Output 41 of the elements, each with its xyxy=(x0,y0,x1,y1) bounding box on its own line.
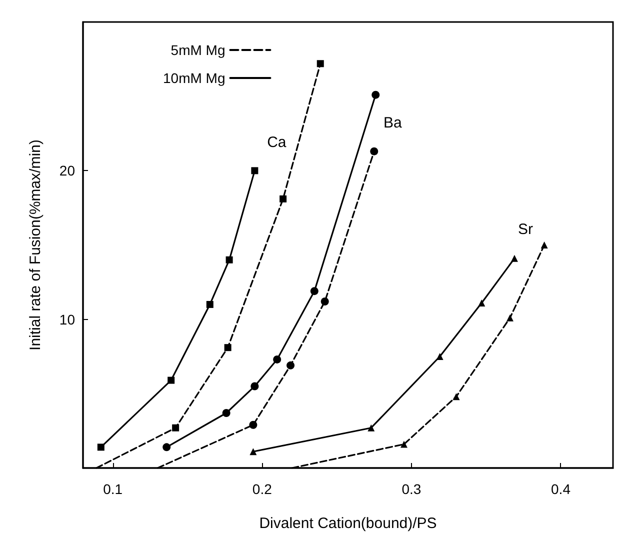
point xyxy=(224,344,232,352)
point xyxy=(320,297,329,306)
point xyxy=(368,424,375,432)
point xyxy=(478,299,486,306)
point xyxy=(286,361,295,370)
point xyxy=(250,448,257,456)
x-tick-label: 0.4 xyxy=(551,481,571,497)
x-axis-title: Divalent Cation(bound)/PS xyxy=(259,515,437,532)
annotation: Sr xyxy=(518,220,533,238)
x-tick-label: 0.2 xyxy=(252,481,272,497)
point xyxy=(506,314,514,322)
x-tick-label: 0.3 xyxy=(402,481,422,497)
point xyxy=(172,424,180,432)
point xyxy=(251,167,258,174)
point xyxy=(452,393,460,400)
point xyxy=(436,353,444,360)
legend-label: 10mM Mg xyxy=(163,70,226,86)
point xyxy=(162,443,171,452)
x-tick-label: 0.1 xyxy=(103,481,123,497)
point xyxy=(372,90,380,99)
point xyxy=(206,300,214,308)
point xyxy=(226,256,233,264)
point xyxy=(249,420,258,429)
point xyxy=(370,147,378,156)
point xyxy=(250,382,259,390)
point xyxy=(97,444,104,451)
point xyxy=(222,408,230,417)
point xyxy=(310,287,318,296)
y-tick-label: 10 xyxy=(59,311,76,328)
point xyxy=(316,60,324,68)
annotation: Ba xyxy=(383,114,402,132)
annotation: Ca xyxy=(267,134,287,152)
point xyxy=(280,195,287,202)
legend-label: 5mM Mg xyxy=(170,42,226,58)
point xyxy=(273,355,282,364)
point xyxy=(168,376,175,384)
y-tick-label: 20 xyxy=(59,162,76,179)
y-axis-title: Initial rate of Fusion(%max/min) xyxy=(27,140,44,350)
point xyxy=(400,440,408,448)
point xyxy=(510,254,518,262)
point xyxy=(540,242,548,248)
